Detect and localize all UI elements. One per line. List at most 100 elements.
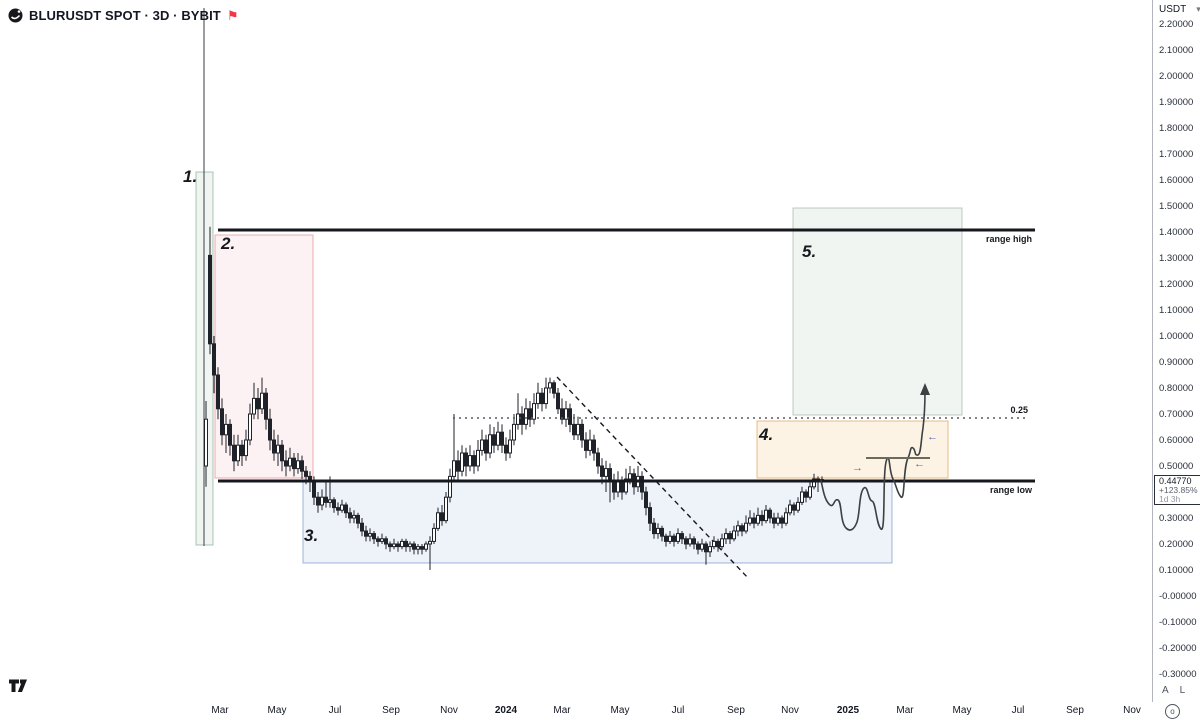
time-axis-label: Sep [382, 705, 400, 716]
flag-icon[interactable]: ⚑ [226, 7, 239, 23]
candle-body [548, 382, 552, 389]
price-axis-label: 1.00000 [1159, 331, 1194, 342]
annotation-number-1[interactable]: 1. [183, 167, 197, 186]
candle-body [744, 522, 748, 532]
chart-canvas[interactable]: range high range low 0.25 → ← ← 1. 2. 3. 4. 5. [0, 0, 1152, 702]
projection-squiggle[interactable] [820, 389, 926, 531]
candle-body [640, 475, 644, 493]
currency-selector[interactable]: USDT ▾ [1159, 4, 1200, 15]
candle-body [248, 413, 252, 441]
price-axis-label: 2.10000 [1159, 45, 1194, 56]
candle-body [644, 491, 648, 509]
candle-body [656, 527, 660, 535]
candle-body [396, 543, 400, 548]
time-axis-label: Mar [553, 705, 571, 716]
candle-body [320, 496, 324, 506]
time-axis-label: Nov [781, 705, 799, 716]
candle-body [664, 535, 668, 542]
candle-body [720, 538, 724, 548]
candle-body [688, 538, 692, 545]
time-axis[interactable]: Mar May Jul Sep Nov 2024 Mar May Jul Sep Nov 2025 Ma… [0, 702, 1200, 722]
range-low-label: range low [990, 485, 1033, 495]
candle-body [780, 517, 784, 524]
candle-body [524, 408, 528, 425]
candle-body [692, 538, 696, 545]
time-axis-label: Jul [1011, 705, 1025, 716]
annotation-number-2[interactable]: 2. [220, 234, 235, 253]
candle-body [696, 543, 700, 550]
candle-body [280, 444, 284, 462]
price-axis-label: 2.00000 [1159, 71, 1194, 82]
candle-body [432, 527, 436, 542]
candle-body [252, 397, 256, 415]
circled-dot-letter: o [1170, 707, 1175, 716]
candle-body [264, 392, 268, 420]
candle-body [328, 499, 332, 503]
candle-body [256, 397, 260, 410]
right-arrow-icon[interactable]: → [852, 462, 863, 474]
candle-body [784, 512, 788, 524]
left-arrow-icon[interactable]: ← [927, 431, 938, 443]
candle-body [488, 434, 492, 454]
candle-body [384, 538, 388, 545]
candle-body [764, 509, 768, 522]
price-axis-label: 1.60000 [1159, 175, 1194, 186]
price-axis-label: 0.30000 [1159, 513, 1194, 524]
time-axis-label: May [267, 705, 287, 716]
price-axis[interactable]: USDT ▾ 2.20000 2.10000 2.00000 1.90000 1.800… [1153, 0, 1200, 702]
time-axis-label: Jul [328, 705, 342, 716]
candle-body [408, 543, 412, 548]
candle-body [732, 530, 736, 540]
price-axis-label: 1.70000 [1159, 149, 1194, 160]
time-axis-label: Sep [1066, 705, 1084, 716]
annotation-number-5[interactable]: 5. [802, 242, 816, 261]
left-arrow-icon[interactable]: ← [914, 458, 925, 470]
candle-body [436, 512, 440, 529]
candle-body [476, 449, 480, 467]
candle-body [352, 514, 356, 519]
candle-body [348, 512, 352, 519]
log-scale-button[interactable]: L [1179, 685, 1186, 696]
candle-body [312, 481, 316, 498]
time-axis-label: Nov [1123, 705, 1141, 716]
candle-body [668, 535, 672, 542]
candle-body [332, 499, 336, 509]
candle-body [444, 496, 448, 522]
candle-body [284, 460, 288, 467]
candle-body [460, 452, 464, 472]
candle-body [552, 382, 556, 394]
candle-body [440, 512, 444, 522]
price-axis-label: 0.60000 [1159, 435, 1194, 446]
price-axis-label: 1.90000 [1159, 97, 1194, 108]
annotation-number-4[interactable]: 4. [758, 425, 773, 444]
candle-body [564, 408, 568, 420]
symbol-title[interactable]: BLURUSDT SPOT · 3D · BYBIT [29, 7, 221, 23]
time-axis-label: Mar [896, 705, 914, 716]
candle-body [520, 413, 524, 425]
candle-body [508, 439, 512, 454]
tradingview-logo[interactable] [8, 679, 28, 698]
price-axis-border [1152, 0, 1153, 722]
candle-body [208, 254, 212, 345]
candle-body [204, 418, 208, 467]
candle-body [512, 423, 516, 441]
candle-body [472, 455, 476, 467]
candle-body [628, 473, 632, 480]
candle-body [300, 460, 304, 472]
candle-body [212, 343, 216, 376]
candle-body [336, 507, 340, 511]
candle-body [504, 444, 508, 454]
auto-scale-button[interactable]: A [1162, 685, 1169, 696]
annotation-number-3[interactable]: 3. [304, 526, 318, 545]
candle-body [420, 546, 424, 550]
candle-body [812, 478, 816, 488]
candle-body [372, 533, 376, 540]
annotation-zone-5[interactable] [792, 207, 963, 416]
downtrend-line[interactable] [556, 376, 750, 580]
annotation-zone-4[interactable] [756, 420, 949, 479]
candle-body [700, 543, 704, 550]
candle-body [804, 491, 808, 498]
circled-dot-icon[interactable]: o [1165, 704, 1180, 719]
candle-body [544, 387, 548, 405]
candle-body [588, 439, 592, 451]
